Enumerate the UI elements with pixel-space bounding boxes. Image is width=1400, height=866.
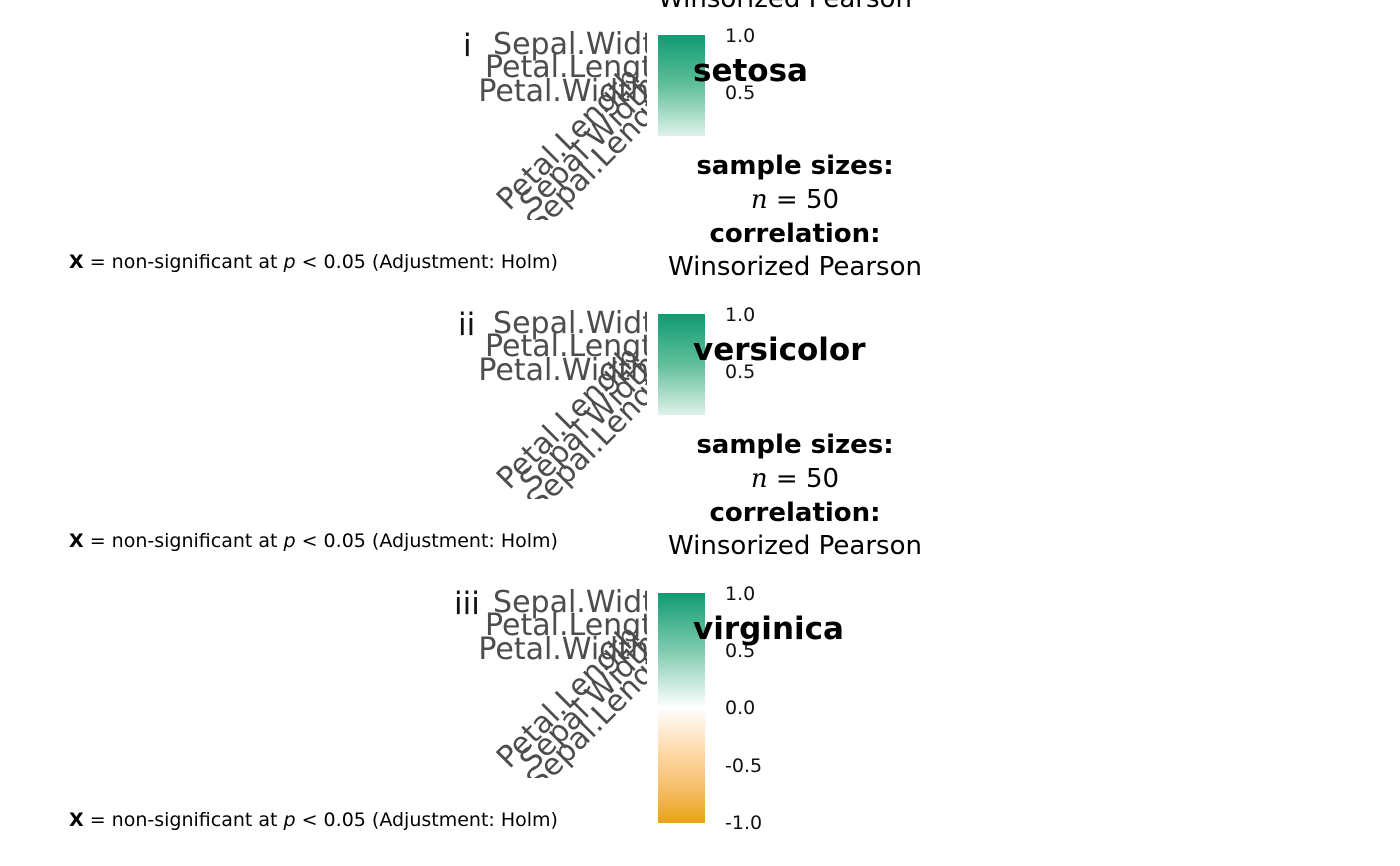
panel-tag: iii [454, 586, 480, 622]
legend-correlation-type: Winsorized Pearson [668, 252, 922, 283]
y-axis-label: Sepal.Width [493, 306, 647, 341]
legend-tick-label: 0.0 [725, 697, 756, 719]
legend-title-line: sample sizes: [696, 430, 894, 460]
panel-setosa: i Sepal.Width Petal.Length Petal.Width P… [0, 0, 1400, 283]
legend-tick-label: 1.0 [725, 583, 756, 605]
heatmap-plot-area: Sepal.Width Petal.Length Petal.Width Pet… [400, 578, 647, 779]
significance-note: X = non-significant at p < 0.05 (Adjustm… [69, 251, 558, 273]
legend-n-symbol: n [750, 184, 768, 215]
y-axis-label: Sepal.Width [493, 27, 647, 62]
legend-sample-size: = 50 [767, 184, 840, 215]
legend-title-line: sample sizes: [696, 151, 894, 181]
y-axis-label: Petal.Width [478, 74, 647, 109]
legend-sample-size: = 50 [767, 463, 840, 494]
legend-color-bar [658, 593, 705, 823]
y-axis-label: Petal.Width [478, 353, 647, 388]
y-axis-label: Petal.Length [485, 608, 647, 643]
legend-tick-label: -1.0 [725, 812, 763, 834]
panel-virginica: iii Sepal.Width Petal.Length Petal.Width… [0, 558, 1400, 866]
panel-tag: ii [458, 307, 476, 343]
legend-tick-label: -0.5 [725, 755, 763, 777]
panel-tag: i [463, 28, 472, 64]
panel-title: versicolor [693, 332, 866, 368]
panel-title: setosa [693, 53, 808, 89]
legend-correlation-type: Winsorized Pearson [668, 531, 922, 562]
y-axis-label: Sepal.Width [493, 585, 647, 620]
panel-versicolor: ii Sepal.Width Petal.Length Petal.Width … [0, 279, 1400, 562]
y-axis-label: Petal.Length [485, 329, 647, 364]
legend-tick-label: 1.0 [725, 25, 756, 47]
heatmap-plot-area: Sepal.Width Petal.Length Petal.Width Pet… [400, 299, 647, 500]
y-axis-label: Petal.Width [478, 632, 647, 667]
panel-title: virginica [693, 611, 844, 647]
legend-tick-label: 0.5 [725, 82, 756, 104]
heatmap-plot-area: Sepal.Width Petal.Length Petal.Width Pet… [400, 20, 647, 221]
legend-tick-label: 0.5 [725, 640, 756, 662]
legend-title-line: correlation: [709, 218, 881, 249]
legend-color-bar [658, 35, 705, 136]
legend-tick-label: 1.0 [725, 304, 756, 326]
y-axis-label: Petal.Length [485, 50, 647, 85]
legend-tick-label: 0.5 [725, 361, 756, 383]
legend-title: sample sizes: n = 50 correlation: Winsor… [658, 150, 932, 285]
legend-n-symbol: n [750, 463, 768, 494]
legend-title-line: correlation: [709, 497, 881, 528]
legend-color-bar [658, 314, 705, 415]
legend-title: sample sizes: n = 50 correlation: Winsor… [658, 429, 932, 564]
significance-note: X = non-significant at p < 0.05 (Adjustm… [69, 809, 558, 831]
top-legend-caption-fragment: Winsorized Pearson [658, 0, 912, 17]
significance-note: X = non-significant at p < 0.05 (Adjustm… [69, 530, 558, 552]
